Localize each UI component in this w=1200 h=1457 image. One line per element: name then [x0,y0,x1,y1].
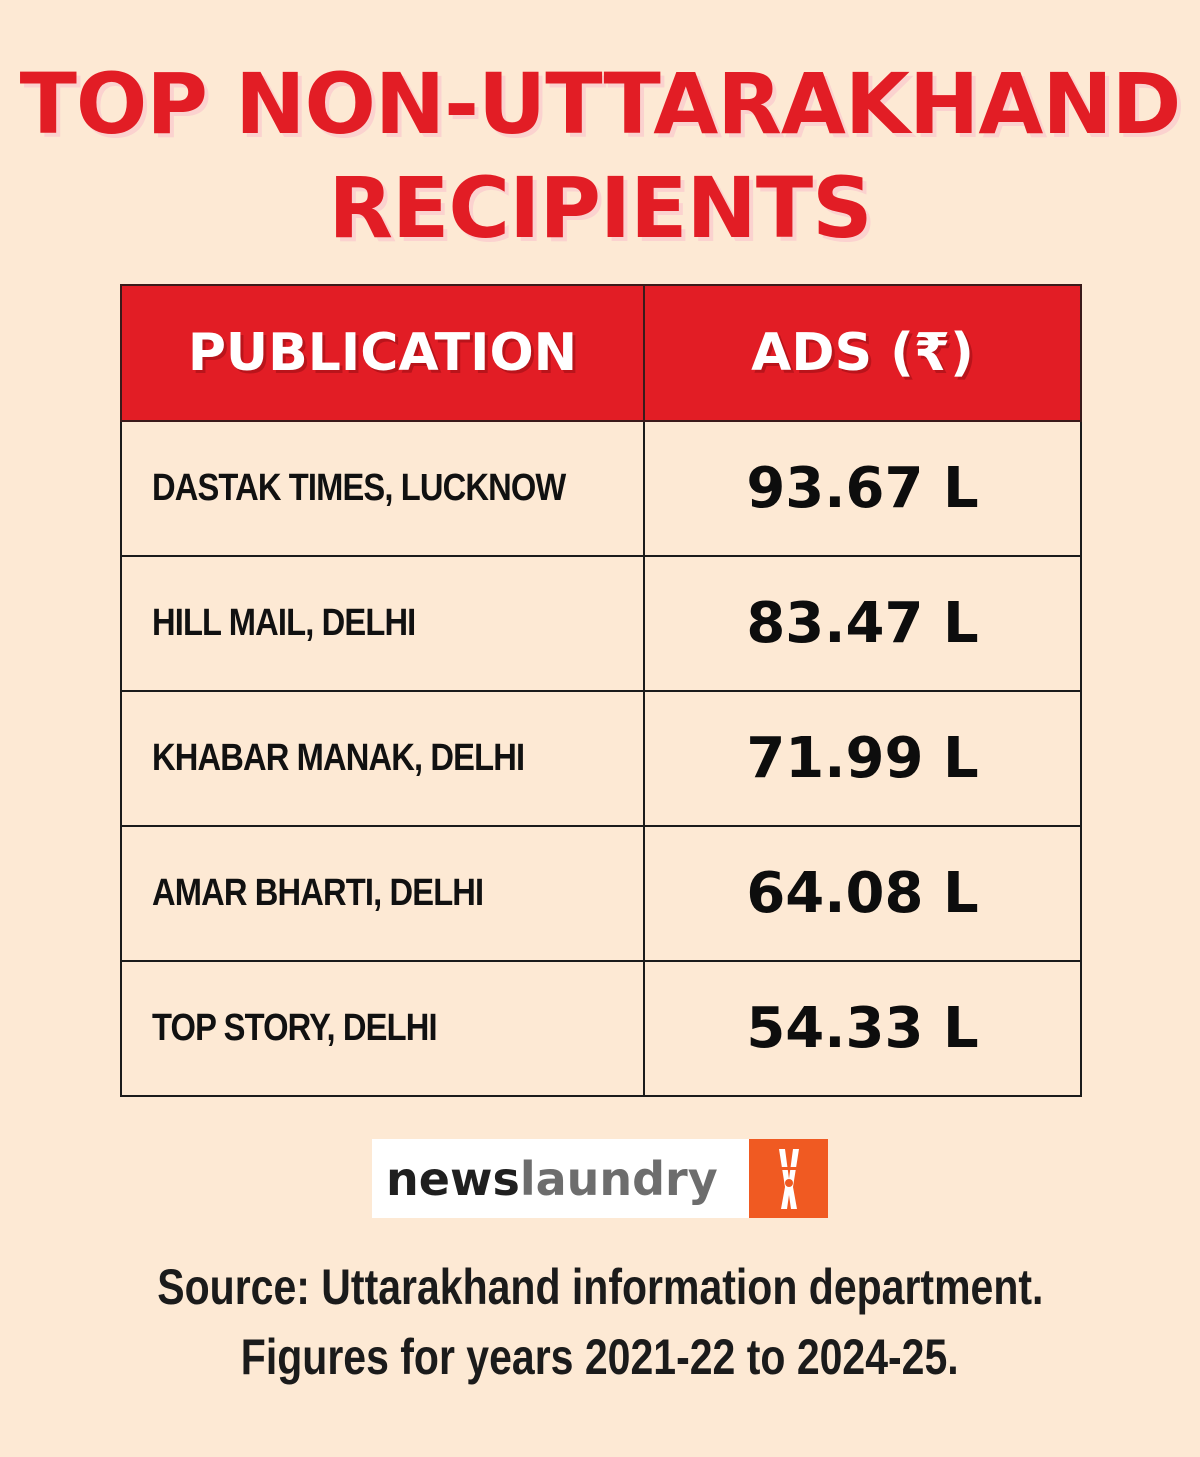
ads-amount-cell: 64.08 L [643,825,1082,962]
source-line-1-text: Source: Uttarakhand information departme… [156,1259,1044,1315]
publication-name: DASTAK TIMES, LUCKNOW [152,467,566,509]
ads-amount-cell: 93.67 L [643,420,1082,557]
logo-wordmark: newslaundry [386,1152,718,1206]
source-line-2: Figures for years 2021-22 to 2024-25. [0,1322,1200,1392]
table-header-row: PUBLICATION ADS (₹) [120,284,1082,422]
ads-amount-cell: 83.47 L [643,555,1082,692]
publication-name: KHABAR MANAK, DELHI [152,737,525,779]
ads-amount-cell: 71.99 L [643,690,1082,827]
publication-name: TOP STORY, DELHI [152,1007,438,1049]
publication-name: AMAR BHARTI, DELHI [152,872,484,914]
table-row: TOP STORY, DELHI 54.33 L [120,960,1082,1097]
logo-word-news: news [386,1151,520,1206]
publication-cell: AMAR BHARTI, DELHI [120,825,645,962]
source-line-1: Source: Uttarakhand information departme… [0,1252,1200,1322]
logo-word-laundry: laundry [519,1151,718,1206]
ads-amount-cell: 54.33 L [643,960,1082,1097]
table-row: HILL MAIL, DELHI 83.47 L [120,555,1082,692]
newslaundry-logo: newslaundry [372,1139,828,1218]
publication-name: HILL MAIL, DELHI [152,602,416,644]
table-row: DASTAK TIMES, LUCKNOW 93.67 L [120,420,1082,557]
publication-cell: TOP STORY, DELHI [120,960,645,1097]
clothespin-icon [749,1139,828,1218]
publication-cell: DASTAK TIMES, LUCKNOW [120,420,645,557]
publication-cell: HILL MAIL, DELHI [120,555,645,692]
recipients-table-container: PUBLICATION ADS (₹) DASTAK TIMES, LUCKNO… [120,284,1082,1097]
table-row: KHABAR MANAK, DELHI 71.99 L [120,690,1082,827]
table-row: AMAR BHARTI, DELHI 64.08 L [120,825,1082,962]
title-line-1: TOP NON-UTTARAKHAND [19,55,1182,153]
source-note: Source: Uttarakhand information departme… [0,1252,1200,1392]
header-publication: PUBLICATION [120,284,645,422]
title-line-2: RECIPIENTS [328,159,872,257]
recipients-table: PUBLICATION ADS (₹) DASTAK TIMES, LUCKNO… [120,284,1082,1097]
header-ads: ADS (₹) [643,284,1082,422]
publication-cell: KHABAR MANAK, DELHI [120,690,645,827]
page-title: TOP NON-UTTARAKHAND RECIPIENTS [0,52,1200,260]
source-line-2-text: Figures for years 2021-22 to 2024-25. [241,1329,959,1385]
